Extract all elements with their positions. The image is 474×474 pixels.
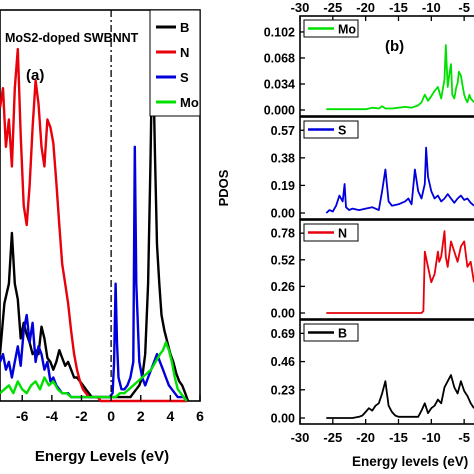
- x-tick-label: 0: [107, 408, 115, 424]
- subplot-frame: [299, 319, 474, 425]
- x-tick-label: 2: [137, 408, 145, 424]
- y-tick-label: 0.068: [264, 51, 295, 65]
- series-line-b: [326, 374, 474, 419]
- y-tick-label: 0.26: [271, 280, 295, 294]
- panel-a-legend: BNS Mo: [149, 9, 201, 117]
- x-tick-label-bottom: -25: [323, 430, 342, 445]
- legend-label-mo: Mo: [338, 23, 356, 37]
- x-tick-label-bottom: -15: [389, 430, 408, 445]
- subplot-s: 0.00 0.19 0.38 0.57 S: [271, 116, 474, 221]
- y-tick-label: 0.78: [271, 227, 295, 241]
- legend-label-s: S: [180, 70, 189, 85]
- legend-label-s: S: [338, 124, 346, 138]
- x-tick-label-bottom: -5: [458, 430, 470, 445]
- panel-a-label: (a): [26, 67, 44, 84]
- x-tick-label-bottom: -10: [422, 430, 441, 445]
- y-tick-label: 0.102: [264, 25, 295, 39]
- x-tick-label: 4: [166, 408, 174, 424]
- y-tick-label: 0.00: [271, 412, 295, 426]
- x-tick-label-top: -15: [389, 0, 408, 15]
- y-tick-label: 0.52: [271, 253, 295, 267]
- x-tick-label-top: -10: [422, 0, 441, 15]
- subplot-frame: [299, 15, 474, 117]
- panel-a-x-axis-label: Energy Levels (eV): [35, 448, 169, 465]
- subplot-frame: [299, 219, 474, 320]
- panel-a-title: MoS2-doped SWBNNT: [5, 31, 139, 45]
- x-tick-label-top: -5: [458, 0, 470, 15]
- y-tick-label: 0.57: [271, 124, 295, 138]
- panel-a-x-ticks: -6 -4 -2 0 2 4 6: [16, 395, 204, 424]
- y-tick-label: 0.23: [271, 383, 295, 397]
- y-tick-label: 0.000: [264, 104, 295, 118]
- panel-b-bottom-axis-ticks: -30 -25 -20 -15 -10 -5: [291, 419, 470, 445]
- panel-a-series-group: [0, 28, 190, 403]
- subplot-frame: [299, 116, 474, 220]
- panel-b-y-axis-label: PDOS: [216, 169, 231, 206]
- x-tick-label-top: -30: [291, 0, 310, 15]
- series-line-n: [326, 230, 474, 314]
- legend-label-mo: Mo: [180, 95, 199, 110]
- legend-label-b: B: [338, 327, 347, 341]
- legend-label-n: N: [180, 45, 189, 60]
- y-tick-label: 0.69: [271, 327, 295, 341]
- panel-b-top-axis-ticks: -30 -25 -20 -15 -10 -5: [291, 0, 470, 21]
- x-tick-label-bottom: -30: [291, 430, 310, 445]
- series-line-s: [325, 146, 474, 214]
- panel-b-label: (b): [385, 38, 404, 55]
- y-tick-label: 0.46: [271, 355, 295, 369]
- x-tick-label: -4: [46, 408, 59, 424]
- panel-a: -6 -4 -2 0 2 4 6 MoS2-doped SWBNNT (a) Energy …: [0, 9, 204, 465]
- x-tick-label: -2: [75, 408, 88, 424]
- panel-b: -30 -25 -20 -15 -10 -5 0.000 0.034 0.068 0.102 Mo…: [216, 0, 474, 469]
- legend-label-b: B: [180, 20, 189, 35]
- x-tick-label-bottom: -20: [356, 430, 375, 445]
- x-tick-label: 6: [196, 408, 204, 424]
- panel-b-x-axis-label: Energy levels (eV): [352, 454, 468, 469]
- y-tick-label: 0.00: [271, 307, 295, 321]
- series-line-mo: [326, 44, 474, 111]
- x-tick-label-top: -20: [356, 0, 375, 15]
- legend-label-n: N: [338, 227, 347, 241]
- y-tick-label: 0.034: [264, 77, 295, 91]
- y-tick-label: 0.00: [271, 207, 295, 221]
- subplot-b: 0.00 0.23 0.46 0.69 B: [271, 319, 474, 426]
- subplot-mo: 0.000 0.034 0.068 0.102 Mo: [264, 15, 474, 118]
- y-tick-label: 0.38: [271, 151, 295, 165]
- y-tick-label: 0.19: [271, 179, 295, 193]
- series-line-mo: [0, 341, 188, 402]
- x-tick-label-top: -25: [323, 0, 342, 15]
- subplot-n: 0.00 0.26 0.52 0.78 N: [271, 219, 474, 321]
- x-tick-label: -6: [16, 408, 29, 424]
